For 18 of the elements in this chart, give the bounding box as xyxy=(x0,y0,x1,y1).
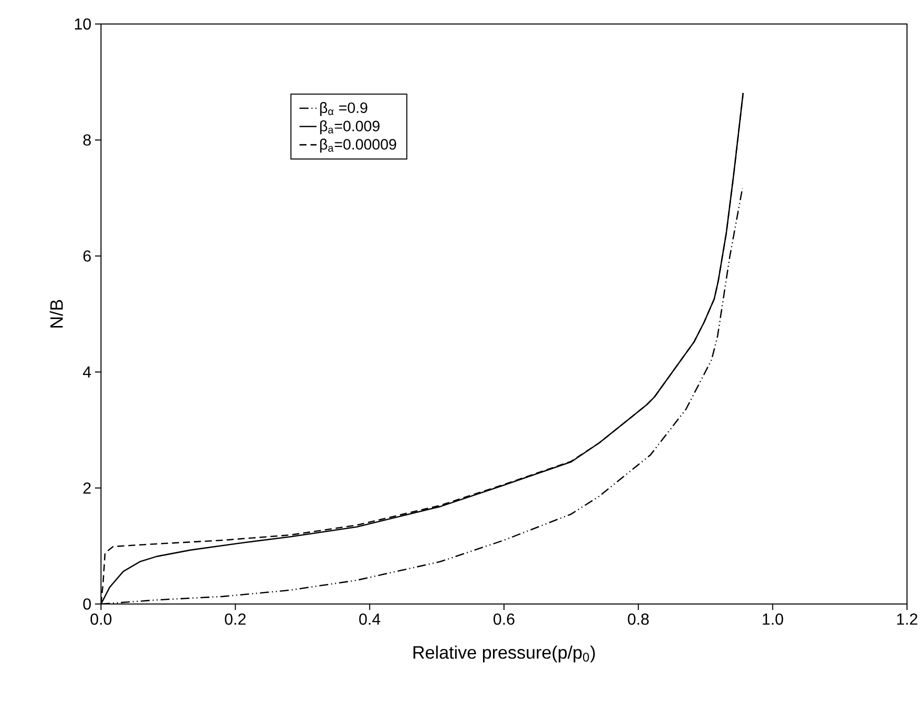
x-tick-label: 0.6 xyxy=(494,614,514,625)
x-tick-label: 1.2 xyxy=(897,614,918,625)
legend-label: β$_{a}$=0.00009 xyxy=(320,138,396,153)
x-tick-label: 0.8 xyxy=(628,614,649,625)
x-axis-title: Relative pressure(p/p$_{0}$) xyxy=(414,646,595,662)
legend-label: β$_{α}$ =0.9 xyxy=(320,102,368,116)
y-tick-label: 4 xyxy=(82,366,92,378)
x-tick-label: 0.0 xyxy=(90,614,112,625)
legend-label: β$_{a}$=0.009 xyxy=(320,120,380,134)
x-tick-label: 0.2 xyxy=(224,614,246,625)
x-tick-label: 1.0 xyxy=(762,614,784,625)
y-axis-title: N/B xyxy=(50,300,63,328)
y-tick-label: 8 xyxy=(83,134,91,146)
y-tick-label: 10 xyxy=(74,18,91,30)
y-tick-label: 6 xyxy=(83,250,91,262)
y-tick-label: 0 xyxy=(83,598,91,610)
y-tick-label: 2 xyxy=(83,482,91,494)
x-tick-label: 0.4 xyxy=(359,614,380,625)
